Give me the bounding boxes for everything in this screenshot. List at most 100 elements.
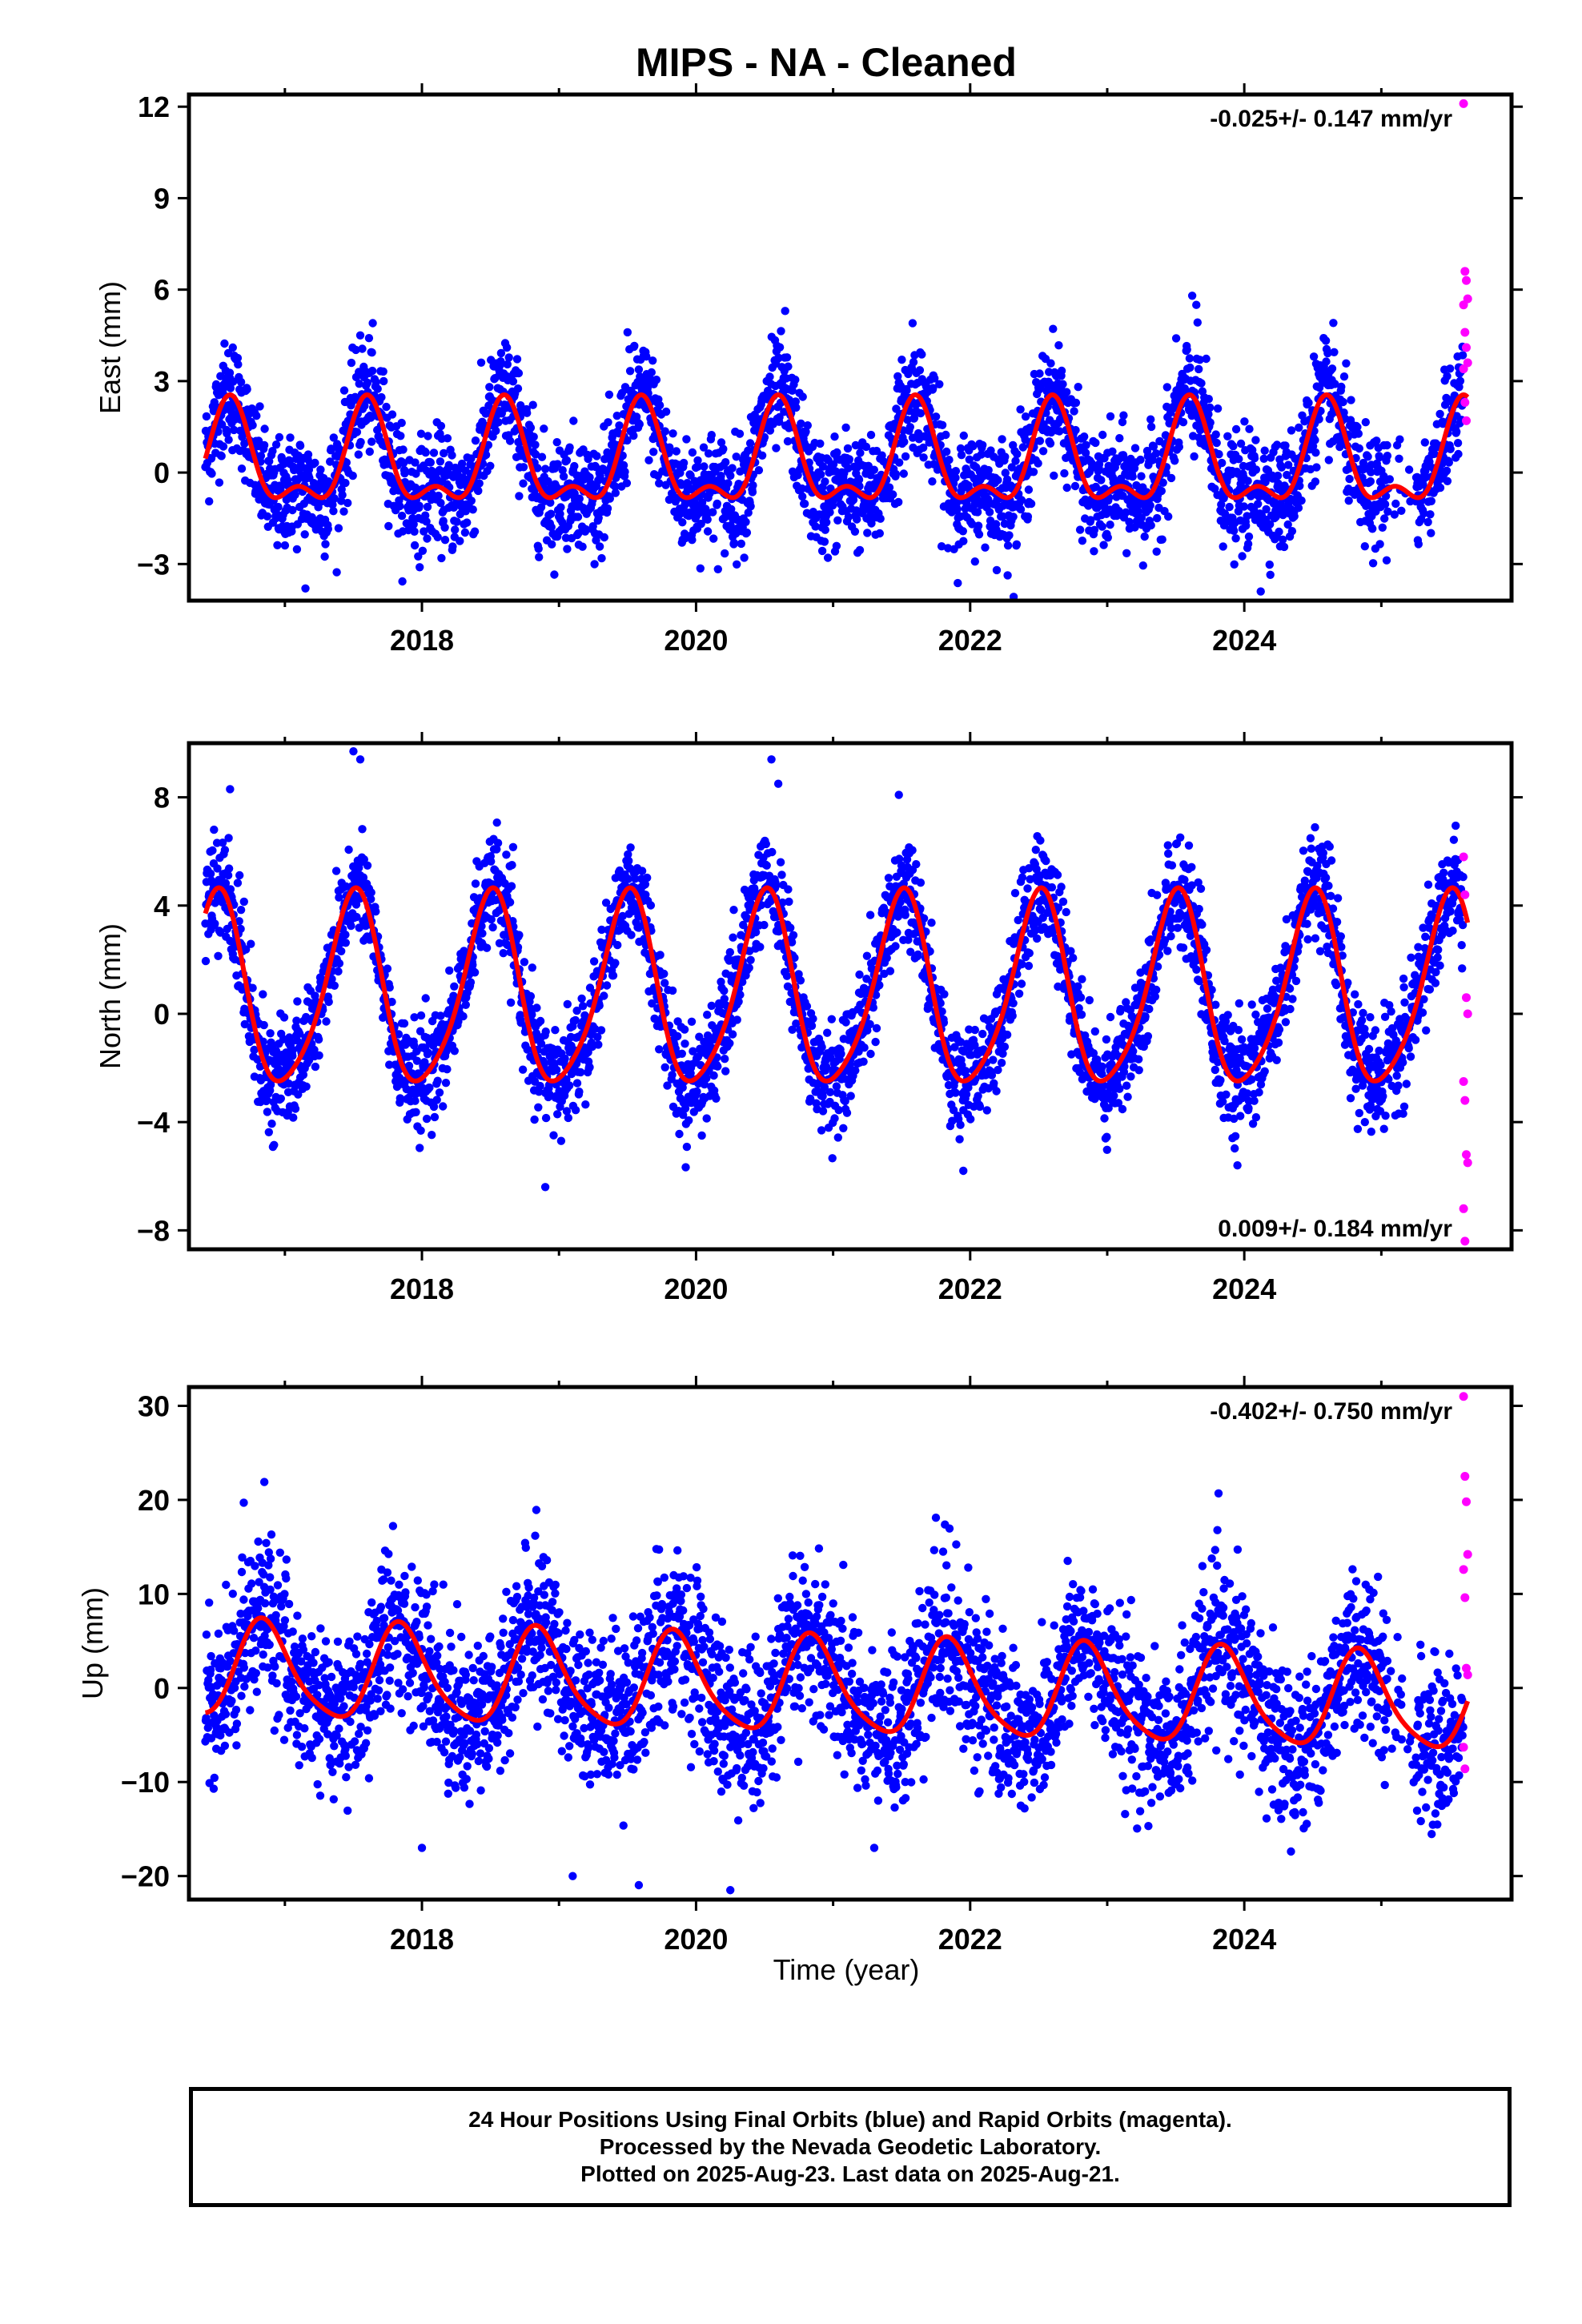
final-orbit-point [965,455,974,464]
final-orbit-point [998,435,1006,444]
final-orbit-point [699,443,709,452]
final-orbit-point [367,366,377,376]
final-orbit-point [371,907,380,916]
final-orbit-point [572,1079,582,1088]
final-orbit-point [205,497,214,506]
final-orbit-point [531,450,540,459]
final-orbit-point [359,855,368,864]
final-orbit-point [233,879,243,887]
final-orbit-point [899,469,909,478]
final-orbit-point [526,991,536,1001]
final-orbit-point [1229,442,1238,451]
final-orbit-point [652,376,661,384]
final-orbit-point [303,450,313,459]
final-orbit-point [439,1102,448,1111]
final-orbit-point [452,517,461,526]
final-orbit-point [1427,497,1436,505]
final-orbit-point [432,1096,441,1104]
final-orbit-point [841,423,850,432]
final-orbit-point [528,963,536,972]
final-orbit-point [908,319,917,328]
final-orbit-point [1446,444,1455,453]
final-orbit-point [1236,439,1246,448]
final-orbit-point [291,1104,300,1113]
final-orbit-point [797,419,805,428]
final-orbit-point [1125,517,1134,526]
final-orbit-point [311,458,319,468]
final-orbit-point [762,861,771,870]
final-orbit-point [565,1081,574,1090]
final-orbit-point [634,365,644,374]
final-orbit-point [443,434,452,443]
final-orbit-point [410,1013,419,1022]
final-orbit-point [1137,472,1146,480]
final-orbit-point [1244,532,1254,541]
final-orbit-point [954,578,962,588]
final-orbit-point [421,994,430,1003]
final-orbit-point [508,377,518,386]
final-orbit-point [885,483,894,492]
final-orbit-point [1170,403,1178,412]
final-orbit-point [470,527,480,536]
final-orbit-point [359,873,368,882]
final-orbit-point [903,416,912,424]
final-orbit-point [247,939,255,948]
final-orbit-point [1103,533,1113,542]
final-orbit-point [776,858,785,866]
final-orbit-point [695,509,704,517]
final-orbit-point [268,447,277,456]
final-orbit-point [1225,502,1234,512]
final-orbit-point [396,432,405,440]
final-orbit-point [300,530,309,539]
final-orbit-point [655,479,664,488]
final-orbit-point [721,1055,729,1063]
final-orbit-point [725,947,734,957]
final-orbit-point [488,923,497,932]
final-orbit-point [341,931,350,939]
final-orbit-point [1223,432,1232,440]
final-orbit-point [605,494,614,503]
final-orbit-point [797,484,806,493]
final-orbit-point [492,818,501,827]
final-orbit-point [1016,505,1026,514]
final-orbit-point [224,834,233,842]
plot-area [201,746,1472,1246]
final-orbit-point [1001,452,1010,461]
final-orbit-point [574,529,583,538]
final-orbit-point [496,357,505,366]
final-orbit-point [547,523,556,532]
final-orbit-point [707,1001,716,1011]
final-orbit-point [243,385,251,394]
final-orbit-point [1162,383,1172,392]
final-orbit-point [1012,540,1022,549]
final-orbit-point [234,360,243,369]
final-orbit-point [1287,426,1296,435]
final-orbit-point [717,472,725,480]
final-orbit-point [426,458,435,467]
final-orbit-point [415,501,424,510]
final-orbit-point [449,991,458,1000]
final-orbit-point [709,508,717,517]
final-orbit-point [1034,459,1042,468]
final-orbit-point [1295,481,1304,490]
final-orbit-point [1075,525,1085,534]
final-orbit-point [781,307,789,316]
y-tick-label: 9 [154,182,170,215]
final-orbit-point [942,430,950,440]
final-orbit-point [280,541,290,550]
final-orbit-point [1157,486,1166,496]
final-orbit-point [355,331,365,340]
final-orbit-point [270,1140,279,1150]
final-orbit-point [930,374,939,383]
final-orbit-point [1297,496,1306,505]
final-orbit-point [1372,436,1381,445]
final-orbit-point [986,446,995,455]
final-orbit-point [459,1011,468,1021]
final-orbit-point [416,1144,424,1152]
final-orbit-point [977,450,986,459]
final-orbit-point [354,450,363,459]
final-orbit-point [1329,319,1338,328]
final-orbit-point [422,1114,432,1124]
final-orbit-point [578,1002,588,1011]
final-orbit-point [487,915,496,924]
